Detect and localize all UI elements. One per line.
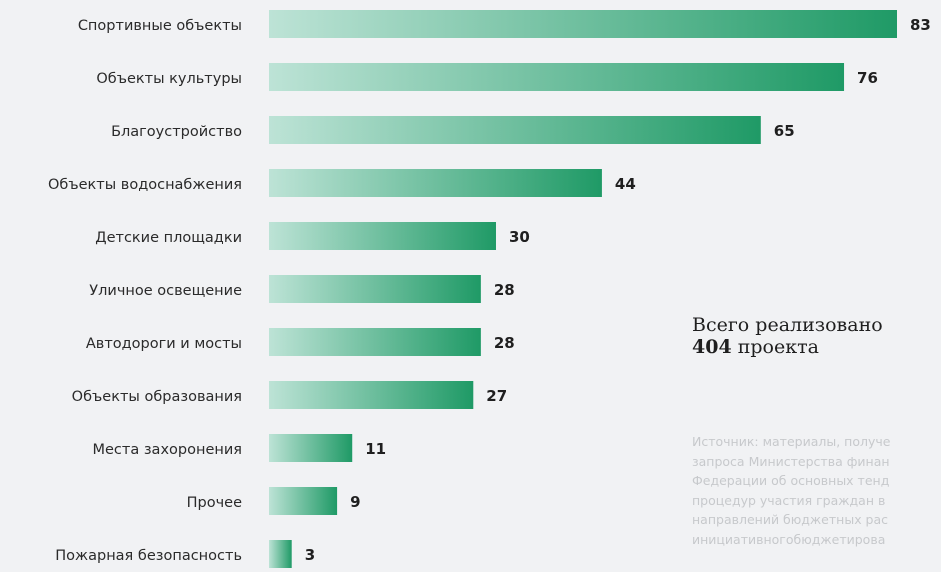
bars-group: Спортивные объекты 83 Объекты культуры 76 Бл… (48, 10, 931, 568)
category-label: Спортивные объекты (78, 18, 242, 34)
category-label: Уличное освещение (89, 283, 242, 299)
bar (269, 275, 481, 303)
source-line-4: процедур участия граждан в (692, 492, 886, 508)
total-caption: Всего реализовано (692, 314, 883, 336)
category-label: Благоустройство (111, 124, 242, 140)
source-line-3: Федерации об основных тенд (692, 473, 890, 489)
bar (269, 434, 353, 462)
category-label: Прочее (187, 495, 242, 511)
source-line-2: запроса Министерства финан (692, 453, 890, 469)
category-label: Места захоронения (93, 442, 243, 458)
source-line-5: направлений бюджетных рас (692, 512, 889, 528)
category-label: Автодороги и мосты (86, 336, 242, 352)
value-label: 30 (509, 228, 530, 246)
value-label: 44 (615, 175, 636, 193)
total-suffix: проекта (731, 336, 819, 358)
bar (269, 381, 474, 409)
category-label: Объекты культуры (96, 71, 242, 87)
bar (269, 116, 761, 144)
bar (269, 222, 496, 250)
value-label: 9 (350, 493, 360, 511)
category-label: Объекты водоснабжения (48, 177, 242, 193)
bar (269, 10, 897, 38)
source-line-1: Источник: материалы, получе (692, 434, 891, 449)
value-label: 65 (774, 122, 795, 140)
value-label: 27 (486, 387, 507, 405)
source-line-6: инициативногобюджетирова (692, 531, 886, 547)
bar (269, 169, 602, 197)
total-number: 404 (692, 336, 732, 358)
bar (269, 540, 292, 568)
bar (269, 487, 338, 515)
bar (269, 63, 845, 91)
source-note: Источник: материалы, получе запроса Мини… (692, 432, 941, 572)
total-summary: Всего реализовано 404 проекта (692, 314, 883, 358)
value-label: 28 (494, 281, 515, 299)
bar (269, 328, 481, 356)
value-label: 83 (910, 16, 931, 34)
total-line: 404 проекта (692, 336, 883, 358)
category-label: Пожарная безопасность (55, 548, 242, 564)
value-label: 3 (305, 546, 315, 564)
value-label: 76 (857, 69, 878, 87)
category-label: Объекты образования (72, 389, 242, 405)
category-label: Детские площадки (95, 230, 242, 246)
value-label: 11 (365, 440, 386, 458)
value-label: 28 (494, 334, 515, 352)
